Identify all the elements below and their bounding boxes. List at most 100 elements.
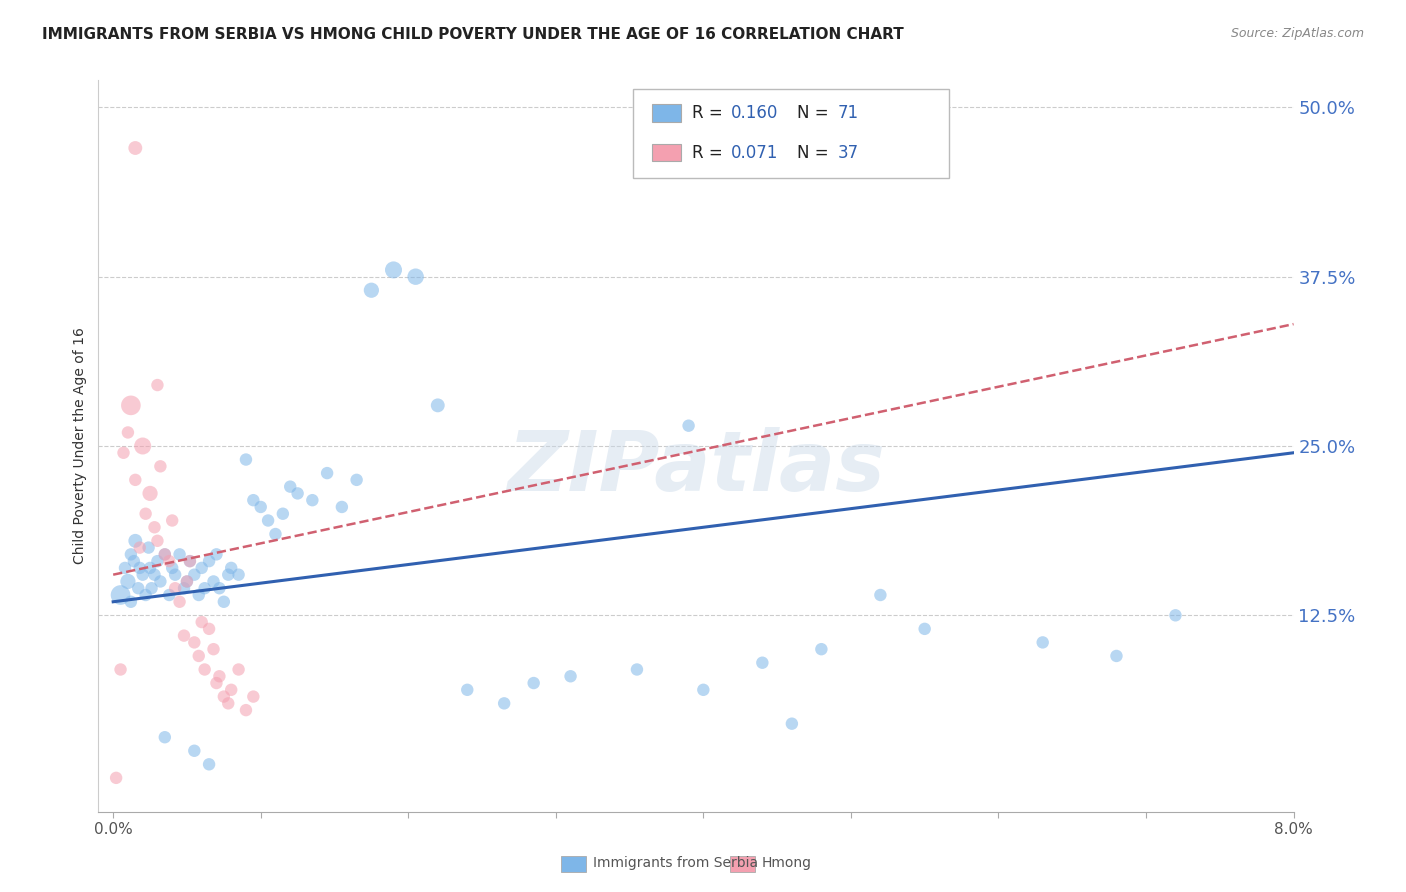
Point [456, 682, 478, 697]
Point [176, 574, 198, 589]
Point [176, 574, 198, 589]
Point [183, 635, 205, 649]
Point [146, 533, 169, 548]
Point [494, 697, 516, 711]
Point [153, 730, 176, 744]
Point [157, 588, 180, 602]
Text: Source: ZipAtlas.com: Source: ZipAtlas.com [1230, 27, 1364, 40]
Point [1164, 608, 1187, 623]
Point [183, 744, 205, 758]
Point [165, 567, 187, 582]
Point [117, 574, 139, 589]
Point [143, 520, 166, 534]
Point [678, 418, 700, 433]
Point [560, 669, 582, 683]
Text: N =: N = [797, 104, 834, 122]
Point [198, 622, 221, 636]
Point [187, 588, 209, 602]
Point [257, 514, 280, 528]
Point [190, 561, 212, 575]
Point [212, 690, 235, 704]
Text: IMMIGRANTS FROM SERBIA VS HMONG CHILD POVERTY UNDER THE AGE OF 16 CORRELATION CH: IMMIGRANTS FROM SERBIA VS HMONG CHILD PO… [42, 27, 904, 42]
Point [1105, 648, 1128, 663]
Point [208, 581, 231, 595]
Point [141, 581, 163, 595]
Point [205, 676, 228, 690]
Point [382, 263, 405, 277]
Point [219, 682, 242, 697]
Point [179, 554, 201, 568]
Point [869, 588, 891, 602]
Point [780, 716, 803, 731]
Point [228, 663, 250, 677]
Point [330, 500, 353, 514]
Point [287, 486, 309, 500]
Point [205, 547, 228, 561]
Text: R =: R = [692, 144, 728, 161]
Point [202, 642, 225, 657]
Point [187, 648, 209, 663]
Point [228, 567, 250, 582]
Point [235, 703, 257, 717]
Point [153, 547, 176, 561]
Point [1032, 635, 1054, 649]
Y-axis label: Child Poverty Under the Age of 16: Child Poverty Under the Age of 16 [73, 327, 87, 565]
Point [190, 615, 212, 629]
Point [173, 581, 195, 595]
Point [146, 554, 169, 568]
Point [120, 595, 142, 609]
Point [127, 581, 149, 595]
Text: 0.071: 0.071 [731, 144, 779, 161]
Point [124, 533, 146, 548]
Point [143, 567, 166, 582]
Point [157, 554, 180, 568]
Point [692, 682, 714, 697]
Point [914, 622, 936, 636]
Text: 0.160: 0.160 [731, 104, 779, 122]
Text: 37: 37 [838, 144, 859, 161]
Point [146, 378, 169, 392]
Point [138, 541, 160, 555]
Point [169, 595, 191, 609]
Point [139, 561, 162, 575]
Point [139, 486, 162, 500]
Point [242, 690, 264, 704]
Point [169, 547, 191, 561]
Point [114, 561, 136, 575]
Point [219, 561, 242, 575]
Text: ZIPatlas: ZIPatlas [508, 427, 884, 508]
Point [135, 507, 157, 521]
Text: R =: R = [692, 104, 728, 122]
Point [626, 663, 648, 677]
Point [301, 493, 323, 508]
Point [105, 771, 128, 785]
Text: N =: N = [797, 144, 834, 161]
Point [405, 269, 427, 284]
Point [278, 480, 301, 494]
Point [242, 493, 264, 508]
Point [110, 588, 132, 602]
Point [271, 507, 294, 521]
Point [124, 141, 146, 155]
Point [173, 629, 195, 643]
Point [120, 547, 142, 561]
Point [153, 547, 176, 561]
Point [194, 581, 217, 595]
Text: Hmong: Hmong [762, 855, 813, 870]
Point [360, 283, 382, 297]
Point [149, 574, 172, 589]
Point [117, 425, 139, 440]
Point [217, 697, 239, 711]
Point [316, 466, 339, 480]
Point [160, 561, 183, 575]
Point [110, 663, 132, 677]
Point [165, 581, 187, 595]
Point [810, 642, 832, 657]
Point [179, 554, 201, 568]
Point [198, 554, 221, 568]
Point [122, 554, 145, 568]
Point [120, 398, 142, 412]
Point [183, 567, 205, 582]
Point [212, 595, 235, 609]
Point [131, 567, 153, 582]
